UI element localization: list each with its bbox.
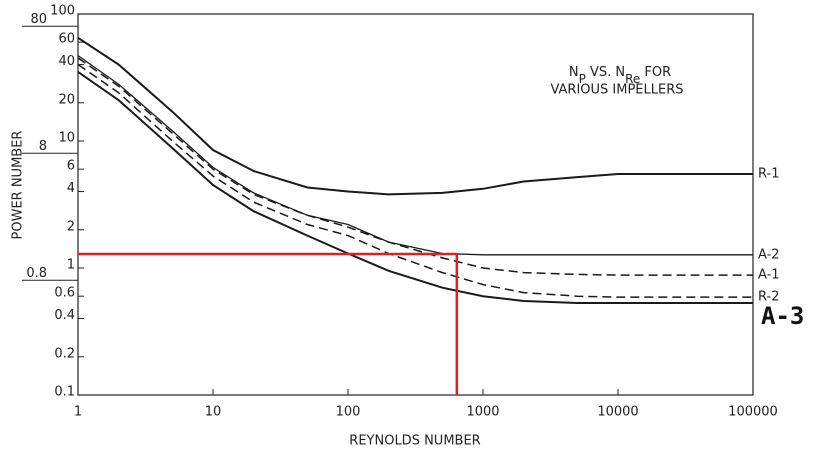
- series-line: [77, 63, 753, 298]
- series-line: [77, 36, 753, 196]
- x-tick-label: 1000: [466, 405, 499, 420]
- series-line: [77, 55, 753, 256]
- series-label: A-2: [758, 247, 780, 262]
- y-tick-label: 2: [67, 219, 75, 234]
- series-label: R-2: [758, 290, 779, 305]
- x-tick-label: 100000: [728, 405, 778, 420]
- y-tick-label: 100: [50, 4, 75, 19]
- x-axis-label: REYNOLDS NUMBER: [349, 434, 480, 449]
- y-tick-label: 8: [39, 139, 47, 154]
- y-tick-label: 0.8: [26, 266, 47, 281]
- series-line: [77, 71, 753, 304]
- title-part: P: [579, 72, 586, 86]
- y-tick-label: 4: [67, 181, 75, 196]
- series-label: A-1: [758, 268, 780, 283]
- y-tick-label: 0.4: [54, 308, 75, 323]
- x-tick-label: 1: [74, 405, 82, 420]
- series-line: [77, 57, 753, 276]
- series-label: R-1: [758, 166, 779, 181]
- title-part: Re: [625, 72, 640, 86]
- title-part: VS. N: [586, 65, 625, 80]
- plot-frame: [77, 13, 754, 396]
- y-axis-label: POWER NUMBER: [11, 131, 26, 240]
- y-tick-label: 80: [30, 12, 47, 27]
- chart-title: NP VS. NRe FOR: [569, 65, 671, 86]
- x-tick-label: 10000: [597, 405, 638, 420]
- x-tick-label: 10: [205, 405, 222, 420]
- y-tick-label: 0.1: [54, 385, 75, 400]
- x-tick-label: 100: [336, 405, 361, 420]
- y-tick-label: 10: [58, 131, 75, 146]
- y-tick-label: 1: [67, 258, 75, 273]
- title-part: N: [569, 65, 579, 80]
- y-tick-label: 0.6: [54, 286, 75, 301]
- title-part: FOR: [640, 65, 671, 80]
- y-tick-label: 6: [67, 159, 75, 174]
- y-tick-label: 0.2: [54, 346, 75, 361]
- series-label: A-3: [761, 302, 804, 330]
- y-tick-label: 60: [58, 32, 75, 47]
- chart-title: VARIOUS IMPELLERS: [550, 83, 683, 98]
- y-tick-label: 20: [58, 92, 75, 107]
- y-tick-label: 40: [58, 54, 75, 69]
